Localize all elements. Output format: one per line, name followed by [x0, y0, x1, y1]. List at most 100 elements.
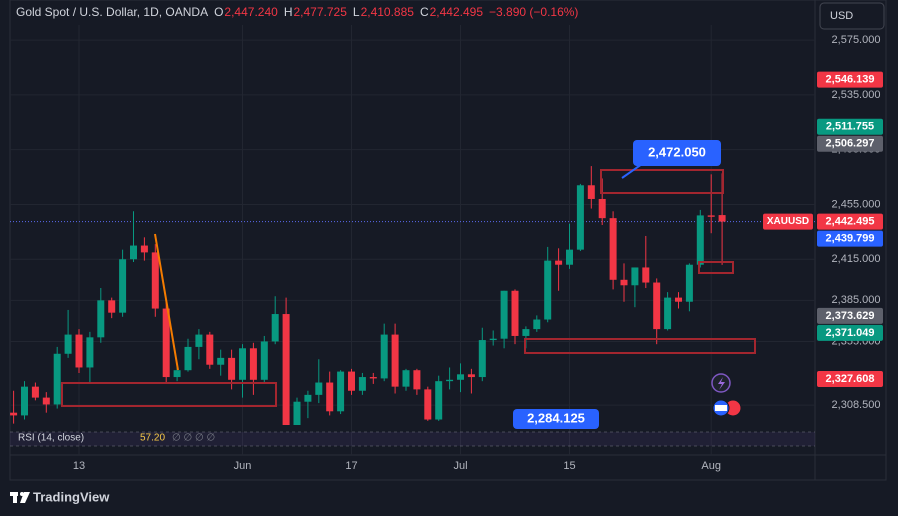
candle-body	[718, 215, 726, 222]
zone-box	[600, 169, 724, 194]
candle-body	[685, 264, 693, 302]
candle-body	[271, 314, 279, 342]
candle-body	[21, 386, 28, 416]
candle-body	[587, 185, 595, 199]
candle-body	[239, 348, 246, 380]
change-value: −3.890 (−0.16%)	[489, 5, 578, 19]
price-badge-label: 2,546.139	[826, 74, 875, 86]
zone-box	[698, 261, 734, 274]
currency-button[interactable]	[819, 2, 885, 30]
candle-body	[337, 371, 345, 412]
candle-body	[42, 397, 50, 405]
x-tick-label: Aug	[701, 460, 721, 472]
price-badge-label: 2,373.629	[826, 310, 875, 322]
price-badge	[817, 324, 883, 341]
trend-line	[154, 233, 179, 371]
price-badge	[817, 213, 883, 230]
zone-box	[524, 338, 756, 354]
candle-body	[358, 377, 366, 391]
candle-body	[489, 338, 497, 341]
y-tick-label: 2,535.000	[832, 89, 881, 101]
candle-body	[97, 300, 105, 338]
candle-body	[282, 314, 290, 425]
ohlc-key: L	[353, 5, 360, 19]
candle-body	[119, 259, 127, 313]
candle-body	[457, 374, 464, 380]
price-badge-label: 2,442.495	[826, 215, 875, 227]
logo-part	[13, 492, 17, 503]
candle-body	[108, 300, 116, 313]
callout-pointer	[621, 163, 643, 179]
ohlc-value: 2,410.885	[361, 5, 415, 19]
candle-body	[435, 381, 443, 420]
candle-body	[184, 346, 192, 371]
price-badge	[817, 230, 883, 247]
candle-body	[413, 370, 421, 390]
y-tick-label: 2,575.000	[832, 34, 881, 46]
ohlc-key: C	[420, 5, 429, 19]
price-badge	[817, 135, 883, 152]
candle-body	[675, 297, 682, 302]
candle-body	[326, 382, 334, 412]
candle-body	[511, 290, 519, 336]
candle-body	[446, 379, 454, 382]
lightning-icon	[718, 377, 725, 390]
rsi-extra: ∅ ∅ ∅ ∅	[172, 433, 215, 444]
price-badge	[817, 118, 883, 135]
candle-body	[707, 215, 715, 217]
symbol-label: XAUUSD	[767, 216, 809, 227]
price-badge	[817, 307, 883, 324]
y-tick-label: 2,385.000	[832, 294, 881, 306]
y-tick-label: 2,308.500	[832, 399, 881, 411]
candle-body	[369, 377, 377, 379]
candle-body	[533, 319, 541, 330]
candle-body	[10, 412, 18, 416]
candle-body	[598, 198, 606, 219]
candles	[10, 166, 726, 425]
candle-body	[522, 329, 530, 336]
x-tick-label: 17	[345, 460, 357, 472]
flag-stripe	[715, 405, 727, 411]
ohlc-value: 2,477.725	[293, 5, 347, 19]
price-badge	[817, 71, 883, 88]
candle-body	[140, 245, 148, 253]
candle-body	[696, 215, 704, 265]
candle-body	[86, 337, 94, 368]
chart-frame	[9, 0, 887, 481]
candle-body	[195, 334, 203, 347]
price-callout	[513, 409, 599, 429]
candle-body	[380, 334, 388, 379]
candle-body	[566, 249, 573, 265]
candle-body	[249, 348, 257, 380]
zone-box	[61, 382, 277, 407]
candle-body	[500, 290, 508, 339]
currency-label[interactable]: USD	[830, 10, 853, 22]
candle-body	[478, 340, 486, 378]
x-tick-label: 13	[73, 460, 85, 472]
candle-body	[402, 370, 410, 387]
logo-part	[20, 492, 30, 503]
price-badge-label: 2,439.799	[826, 232, 875, 244]
candle-body	[555, 260, 563, 265]
y-tick-label: 2,455.000	[832, 198, 881, 210]
candle-body	[642, 267, 650, 283]
candle-body	[609, 218, 617, 280]
candle-body	[217, 357, 225, 365]
candle-body	[391, 334, 399, 387]
candle-body	[228, 357, 236, 380]
rsi-value: 57.20	[140, 433, 165, 444]
rsi-band	[10, 432, 815, 446]
candle-body	[206, 334, 214, 365]
x-tick-label: 15	[563, 460, 575, 472]
candle-body	[620, 279, 628, 286]
ohlc-key: O	[214, 5, 223, 19]
candle-body	[304, 394, 312, 402]
price-badge-label: 2,371.049	[826, 327, 875, 339]
symbol-badge	[763, 213, 813, 230]
candle-body	[260, 341, 268, 380]
candle-body	[173, 370, 181, 378]
candle-body	[75, 334, 83, 368]
ohlc-key: H	[284, 5, 293, 19]
price-callout	[633, 140, 721, 166]
